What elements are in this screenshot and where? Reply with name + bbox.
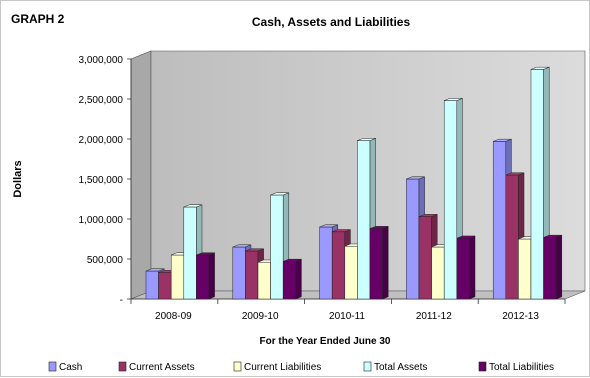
bar-front <box>543 237 557 300</box>
bar-front <box>518 238 532 300</box>
bar-front <box>369 228 383 300</box>
legend-swatch <box>48 361 57 372</box>
bar-front <box>505 174 519 300</box>
y-axis-ticks: - 500,000 1,000,000 1,500,000 2,000,000 2,500… <box>79 55 131 306</box>
bar-side <box>295 258 302 300</box>
bar-top <box>530 66 550 70</box>
chart-title: Cash, Assets and Liabilities <box>252 15 411 29</box>
legend-label: Current Assets <box>129 362 195 373</box>
bar-top <box>406 176 425 180</box>
y-tick-label: 3,000,000 <box>79 55 124 66</box>
bar-front <box>183 206 197 300</box>
bar-top <box>332 229 351 233</box>
bar-top <box>418 214 438 217</box>
y-axis-label: Dollars <box>12 160 24 197</box>
bar-side <box>555 234 563 300</box>
bar <box>456 235 476 300</box>
y-tick-label: - <box>120 295 123 306</box>
bar-top <box>505 172 525 176</box>
bar-top <box>357 138 376 141</box>
legend-swatch <box>118 361 127 372</box>
legend-label: Total Assets <box>374 362 427 373</box>
bar-top <box>270 192 289 196</box>
bar-top <box>319 224 338 228</box>
bar-side <box>469 235 476 300</box>
bar-top <box>283 258 302 262</box>
bars <box>145 66 563 300</box>
x-tick-label: 2010-11 <box>329 311 365 322</box>
bar-front <box>196 254 210 300</box>
bar-front <box>418 216 432 300</box>
bar-top <box>444 98 463 101</box>
bar-front <box>319 226 333 300</box>
y-tick-label: 2,500,000 <box>79 95 124 106</box>
y-tick-label: 1,000,000 <box>79 215 124 226</box>
legend-item: Current Assets <box>118 361 195 373</box>
legend-swatch <box>233 361 242 372</box>
x-tick-label: 2009-10 <box>242 311 279 322</box>
bar <box>196 252 215 300</box>
x-axis-label: For the Year Ended June 30 <box>260 336 391 347</box>
bar <box>543 234 563 300</box>
y-tick-label: 2,000,000 <box>79 135 124 146</box>
bar-top <box>145 268 165 272</box>
legend-label: Cash <box>59 362 82 373</box>
bar-top <box>183 204 203 208</box>
x-tick-label: 2011-12 <box>416 311 452 322</box>
bar-front <box>158 272 172 300</box>
legend-swatch <box>478 361 487 372</box>
bar-front <box>406 178 420 300</box>
bar-front <box>431 246 445 300</box>
bar-front <box>530 69 544 300</box>
x-axis-ticks: 2008-09 2009-10 2010-11 2011-12 2012-13 <box>130 299 566 322</box>
x-tick-label: 2008-09 <box>155 311 192 322</box>
bar-front <box>492 141 507 300</box>
legend-item: Cash <box>48 361 82 373</box>
bar-front <box>245 250 259 300</box>
bar-front <box>357 140 371 300</box>
x-tick-label: 2012-13 <box>502 311 539 322</box>
bar-top <box>543 234 562 238</box>
graph-label: GRAPH 2 <box>11 12 65 26</box>
bar-top <box>196 252 215 256</box>
y-tick-label: 500,000 <box>87 255 124 266</box>
legend-item: Current Liabilities <box>233 361 321 373</box>
legend-label: Total Liabilities <box>489 362 554 373</box>
bar-top <box>456 235 476 239</box>
bar-front <box>232 246 246 300</box>
bar-side <box>208 252 215 300</box>
bar-top <box>493 138 512 142</box>
legend: Cash Current Assets Current Liabilities Tot… <box>48 361 554 373</box>
bar-top <box>232 244 252 248</box>
legend-item: Total Assets <box>363 361 427 373</box>
bar-front <box>443 100 458 300</box>
bar-front <box>145 270 159 300</box>
bar-side <box>382 225 389 300</box>
bar-top <box>245 248 264 252</box>
bar <box>369 225 389 300</box>
bar <box>282 258 302 300</box>
bar-front <box>331 231 346 300</box>
bar <box>270 192 290 300</box>
bar-front <box>170 254 185 300</box>
bar-front <box>270 194 284 300</box>
side-wall <box>130 50 152 300</box>
y-tick-label: 1,500,000 <box>79 175 124 186</box>
bar-front <box>456 237 470 300</box>
legend-item: Total Liabilities <box>478 361 554 373</box>
legend-label: Current Liabilities <box>244 362 321 373</box>
legend-swatch <box>363 361 372 372</box>
bar-front <box>257 261 271 300</box>
bar-top <box>369 226 389 229</box>
bar-front <box>282 261 297 300</box>
bar-front <box>344 245 358 300</box>
bar <box>530 66 550 300</box>
